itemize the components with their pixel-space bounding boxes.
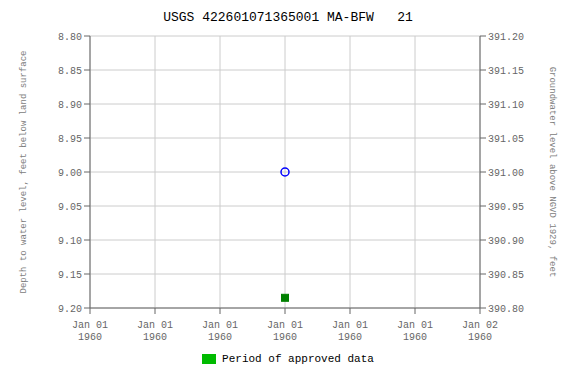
svg-text:8.90: 8.90 bbox=[58, 100, 82, 111]
svg-text:Jan 011960: Jan 011960 bbox=[397, 320, 433, 343]
svg-text:391.15: 391.15 bbox=[488, 66, 524, 77]
html-text:USGS 422601071365001 MA-BFW 21: USGS 422601071365001 MA-BFW 21 bbox=[163, 10, 413, 25]
svg-text:Jan 011960: Jan 011960 bbox=[202, 320, 238, 343]
svg-text:8.85: 8.85 bbox=[58, 66, 82, 77]
svg-text:9.15: 9.15 bbox=[58, 270, 82, 281]
svg-text:Jan 011960: Jan 011960 bbox=[267, 320, 303, 343]
svg-text:391.05: 391.05 bbox=[488, 134, 524, 145]
svg-text:390.85: 390.85 bbox=[488, 270, 524, 281]
svg-text:9.10: 9.10 bbox=[58, 236, 82, 247]
svg-text:8.95: 8.95 bbox=[58, 134, 82, 145]
svg-text:8.80: 8.80 bbox=[58, 32, 82, 43]
svg-text:390.95: 390.95 bbox=[488, 202, 524, 213]
svg-text:9.20: 9.20 bbox=[58, 304, 82, 315]
svg-text:9.00: 9.00 bbox=[58, 168, 82, 179]
svg-text:Jan 011960: Jan 011960 bbox=[332, 320, 368, 343]
svg-text:390.90: 390.90 bbox=[488, 236, 524, 247]
html-text:Period of approved data: Period of approved data bbox=[222, 353, 374, 365]
svg-text:391.10: 391.10 bbox=[488, 100, 524, 111]
svg-text:Jan 011960: Jan 011960 bbox=[137, 320, 173, 343]
svg-text:Groundwater level above NGVD 1: Groundwater level above NGVD 1929, feet bbox=[547, 67, 557, 278]
svg-text:9.05: 9.05 bbox=[58, 202, 82, 213]
svg-text:391.20: 391.20 bbox=[488, 32, 524, 43]
svg-text:Jan 021960: Jan 021960 bbox=[462, 320, 498, 343]
svg-text:391.00: 391.00 bbox=[488, 168, 524, 179]
svg-text:Jan 011960: Jan 011960 bbox=[72, 320, 108, 343]
svg-text:390.80: 390.80 bbox=[488, 304, 524, 315]
svg-text:Depth to water level, feet bel: Depth to water level, feet below land su… bbox=[19, 50, 29, 293]
